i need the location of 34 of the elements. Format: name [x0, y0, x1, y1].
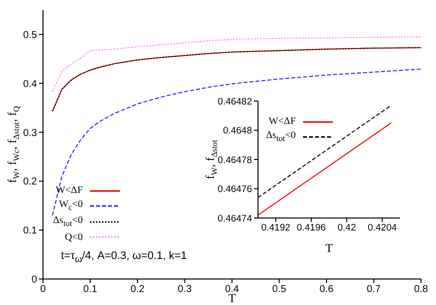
- y-tick-label: 0.4648: [222, 126, 252, 137]
- legend-label: W<ΔF: [56, 184, 83, 198]
- y-tick-label: 0: [31, 274, 38, 286]
- x-tick-label: 0.4204: [368, 222, 397, 234]
- y-tick-label: 0.5: [23, 30, 38, 42]
- x-tick-label: 0.1: [83, 284, 98, 296]
- y-tick-label: 0.4: [23, 78, 38, 90]
- legend-label: Q<0: [64, 230, 83, 244]
- y-tick-label: 0.2: [23, 176, 38, 188]
- legend-label: W<ΔF: [268, 115, 296, 128]
- line-series: [52, 47, 421, 112]
- legend-label: Δs$_{tot}$<0: [266, 128, 296, 144]
- x-tick-label: 0.7: [366, 284, 382, 296]
- y-tick-label: 0.46474: [218, 213, 252, 224]
- y-tick-label: 0.46482: [218, 96, 252, 108]
- x-tick-label: 0.6: [320, 284, 334, 296]
- x-tick-label: 0.5: [272, 284, 287, 296]
- line-series: [52, 36, 421, 92]
- y-tick-label: 0.46476: [218, 184, 252, 196]
- x-tick-label: 0.3: [178, 284, 192, 296]
- x-axis-title: T: [325, 241, 334, 255]
- y-tick-label: 0.46478: [218, 154, 252, 166]
- legend-label: Δs$_{tot}$<0: [53, 214, 83, 230]
- legend-label: W$_{c}$<0: [58, 198, 83, 214]
- x-tick-label: 0.4196: [296, 222, 326, 234]
- x-tick-label: 0.4192: [261, 222, 290, 234]
- line-series: [52, 68, 421, 216]
- x-tick-label: 0.8: [414, 284, 428, 296]
- x-tick-label: 0.42: [338, 222, 356, 234]
- y-tick-label: 0.3: [23, 128, 38, 139]
- x-tick-label: 0: [40, 284, 46, 296]
- x-axis-title: T: [228, 291, 236, 305]
- x-tick-label: 0.2: [130, 284, 145, 296]
- annotation: t=τ$_{ω}$/4, A=0.3, ω=0.1, k=1: [61, 250, 187, 264]
